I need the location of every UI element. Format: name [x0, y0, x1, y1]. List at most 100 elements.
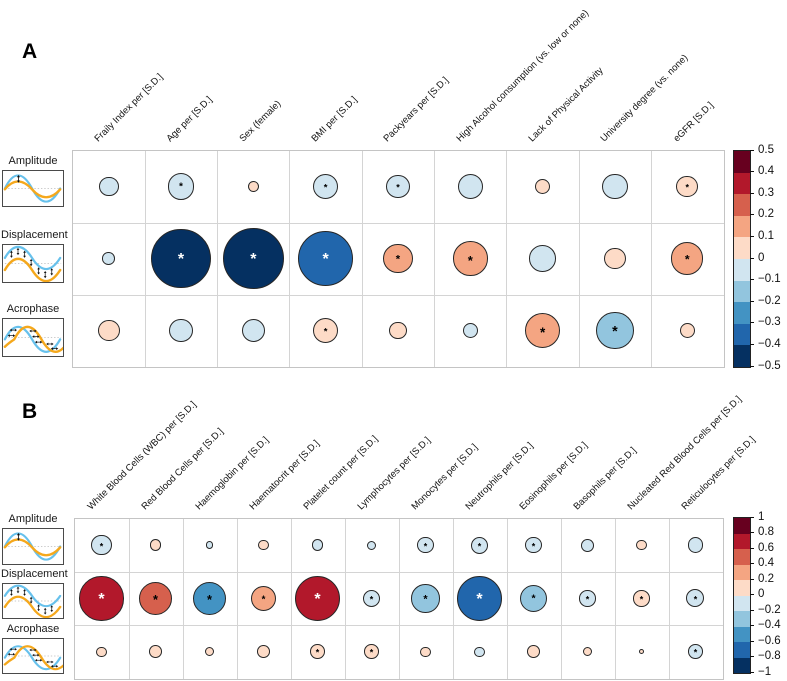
colorbar-tick-label: 0.6 — [758, 541, 774, 554]
grid-line — [290, 519, 292, 679]
colorbar-tick — [750, 343, 754, 345]
colorbar-tick-label: 1 — [758, 510, 765, 523]
significance-asterisk: * — [323, 326, 328, 338]
correlation-circle — [149, 645, 162, 659]
colorbar-tick — [750, 171, 754, 173]
colorbar-tick-label: −0.4 — [758, 619, 781, 631]
colorbar-tick — [750, 214, 754, 216]
correlation-circle — [687, 537, 704, 553]
significance-asterisk: * — [99, 540, 104, 551]
correlation-circle — [258, 539, 269, 551]
row-amplitude-b: Amplitude — [1, 513, 65, 565]
row-label-amplitude: Amplitude — [8, 513, 58, 525]
grid-line — [668, 519, 670, 679]
correlation-circle: * — [524, 312, 561, 349]
colorbar-tick-label: 0.4 — [758, 557, 774, 569]
correlation-circle: * — [313, 317, 339, 344]
correlation-circle — [97, 319, 120, 342]
colorbar — [733, 150, 751, 368]
colorbar-segment — [734, 258, 750, 281]
acrophase-icon — [2, 318, 64, 357]
colorbar-tick-label: 0.4 — [758, 165, 774, 178]
significance-asterisk: * — [315, 647, 320, 658]
colorbar-tick-label: 0.3 — [758, 186, 774, 199]
correlation-circle — [257, 645, 270, 659]
grid-line — [578, 151, 580, 367]
grid-line — [73, 294, 724, 296]
colorbar-segment — [734, 172, 750, 195]
colorbar-tick — [750, 322, 754, 324]
grid-line — [75, 571, 723, 573]
row-acrophase-b: Acrophase — [1, 623, 65, 674]
colorbar-tick-label: 0.2 — [758, 208, 774, 221]
significance-asterisk: * — [98, 591, 105, 609]
correlation-circle: * — [222, 227, 284, 290]
correlation-circle: * — [686, 589, 705, 608]
correlation-circle: * — [411, 584, 440, 613]
significance-asterisk: * — [369, 647, 374, 658]
colorbar-segment — [734, 580, 750, 596]
correlation-circle — [602, 173, 628, 200]
significance-asterisk: * — [693, 647, 698, 658]
colorbar — [733, 517, 751, 674]
grid-line — [361, 151, 363, 367]
correlation-circle: * — [688, 644, 703, 660]
row-label-displacement: Displacement — [1, 568, 68, 580]
matrix-grid: * * * * * * * * * * * * * — [72, 150, 725, 368]
colorbar-tick-label: −0.1 — [758, 273, 781, 286]
colorbar-tick-label: 0 — [758, 251, 765, 264]
colorbar-tick — [750, 625, 754, 626]
grid-line — [560, 519, 562, 679]
correlation-circle: * — [386, 174, 410, 199]
colorbar-tick-label: −0.4 — [758, 337, 781, 350]
correlation-circle — [389, 321, 407, 340]
correlation-circle — [527, 645, 540, 659]
row-label-acrophase: Acrophase — [6, 303, 60, 315]
colorbar-segment — [734, 657, 750, 673]
matrix-grid: * * * * * * * * * * * * * * * * * * * — [74, 518, 724, 680]
significance-asterisk: * — [539, 324, 546, 340]
colorbar-tick-label: −1 — [758, 665, 772, 678]
correlation-circle: * — [579, 590, 596, 607]
significance-asterisk: * — [395, 253, 401, 266]
colorbar-tick — [750, 640, 754, 642]
significance-asterisk: * — [467, 252, 473, 268]
significance-asterisk: * — [585, 594, 590, 605]
significance-asterisk: * — [531, 540, 536, 551]
significance-asterisk: * — [477, 540, 482, 551]
correlation-circle — [529, 245, 556, 272]
correlation-circle: * — [456, 575, 503, 622]
significance-asterisk: * — [612, 324, 618, 341]
grid-line — [182, 519, 184, 679]
colorbar-segment — [734, 302, 750, 324]
colorbar-tick-label: 0.1 — [758, 229, 774, 242]
colorbar-segment — [734, 595, 750, 611]
significance-asterisk: * — [323, 182, 328, 194]
colorbar-segment — [734, 237, 750, 259]
correlation-circle — [102, 252, 115, 265]
grid-line — [452, 519, 454, 679]
correlation-circle: * — [525, 536, 542, 554]
correlation-circle: * — [453, 241, 488, 276]
column-label: High Alcohol consumption (vs. low or non… — [454, 7, 591, 145]
colorbar-tick — [750, 578, 754, 580]
displacement-icon — [2, 583, 64, 619]
correlation-circle — [582, 647, 592, 657]
colorbar-segment — [734, 151, 750, 173]
correlation-circle — [204, 647, 214, 657]
amplitude-icon — [2, 170, 64, 207]
correlation-circle: * — [671, 242, 704, 275]
colorbar-tick — [750, 516, 754, 518]
column-label: Lack of Physical Activity — [526, 65, 606, 145]
column-label: Sex (female) — [237, 98, 284, 145]
grid-line — [506, 519, 508, 679]
colorbar-segment — [734, 642, 750, 658]
colorbar-segment — [734, 564, 750, 580]
correlation-circle — [205, 541, 214, 549]
row-amplitude-a: Amplitude — [1, 155, 65, 207]
colorbar-segment — [734, 626, 750, 642]
significance-asterisk: * — [369, 594, 374, 605]
grid-line — [651, 151, 653, 367]
colorbar-segment — [734, 215, 750, 238]
colorbar-segment — [734, 194, 750, 216]
